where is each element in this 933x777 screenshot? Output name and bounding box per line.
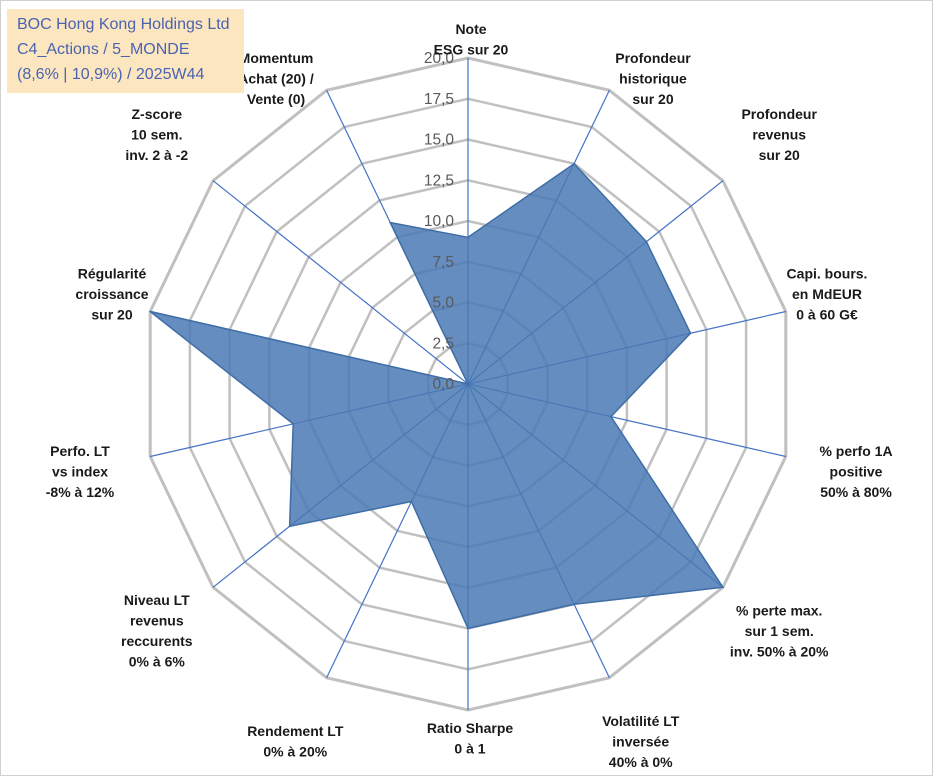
axis-label-line: positive (830, 463, 883, 479)
data-point (573, 162, 575, 165)
axis-label-line: sur 1 sem. (745, 623, 814, 639)
data-point (288, 525, 291, 528)
axis-spoke (212, 180, 469, 385)
data-point (389, 221, 392, 224)
tick-label: 15,0 (424, 132, 455, 149)
data-point (467, 383, 469, 385)
axis-label: Rendement LT 0% à 20% (247, 723, 344, 760)
axis-label-line: 0% à 6% (129, 654, 186, 670)
axis-label-line: Profondeur (741, 106, 817, 122)
axis-label-line: historique (619, 71, 687, 87)
tick-label: 20,0 (424, 50, 455, 67)
tick-label: 0,0 (432, 376, 454, 393)
axis-label-line: Note (455, 21, 486, 37)
axis-label-line: 10 sem. (131, 127, 182, 143)
data-point (410, 500, 413, 503)
data-point (467, 236, 469, 239)
axis-label: Régularité croissance sur 20 (75, 266, 148, 323)
axis-label-line: sur 20 (91, 307, 132, 323)
axis-label-line: inv. 50% à 20% (730, 643, 829, 659)
axis-label-line: Ratio Sharpe (427, 720, 514, 736)
axis-label-line: 40% à 0% (609, 754, 673, 770)
axis-label-line: Vente (0) (247, 91, 305, 107)
series-area (149, 162, 725, 630)
chart-title-box: BOC Hong Kong Holdings Ltd C4_Actions / … (7, 9, 244, 93)
axis-label-line: 50% à 80% (820, 484, 892, 500)
axis-label-line: Rendement LT (247, 723, 344, 739)
title-line-3: (8,6% | 10,9%) / 2025W44 (17, 66, 205, 83)
axis-label: Z-score 10 sem. inv. 2 à -2 (125, 106, 188, 163)
axis-label-line: Niveau LT (124, 592, 190, 608)
axis-label: Note ESG sur 20 (434, 21, 509, 58)
data-point (292, 423, 295, 425)
axis-label-line: Z-score (132, 106, 183, 122)
axis-label-layer: Note ESG sur 20 Profondeur historique sur 20… (46, 21, 893, 770)
tick-label: 10,0 (424, 213, 455, 230)
axis-label-line: Régularité (78, 266, 147, 282)
axis-label-line: 0 à 60 G€ (796, 307, 858, 323)
axis-label: Momentum Achat (20) / Vente (0) (238, 50, 314, 107)
axis-label-line: 0 à 1 (454, 741, 485, 757)
data-point (722, 586, 724, 589)
data-point (689, 332, 692, 335)
axis-label: Profondeur revenus sur 20 (741, 106, 817, 163)
axis-label-line: -8% à 12% (46, 484, 115, 500)
axis-label-line: Profondeur (615, 50, 691, 66)
axis-label: Perfo. LT vs index -8% à 12% (46, 443, 115, 500)
tick-label: 17,5 (424, 91, 454, 108)
axis-label-line: Volatilité LT (602, 713, 680, 729)
data-point (645, 240, 648, 243)
tick-layer: 0,0 2,5 5,0 7,5 10,0 12,5 15,0 17,5 20,0 (424, 50, 455, 393)
axis-label-line: inversée (612, 733, 669, 749)
axis-label: % perfo 1A positive 50% à 80% (819, 443, 892, 500)
data-point (149, 310, 151, 313)
axis-label-line: croissance (75, 286, 148, 302)
axis-label: Niveau LT revenus reccurents 0% à 6% (121, 592, 193, 670)
axis-label-line: Perfo. LT (50, 443, 110, 459)
axis-label-line: Capi. bours. (787, 266, 868, 282)
data-point (573, 603, 575, 606)
series-layer (149, 162, 725, 630)
data-point (467, 627, 469, 630)
axis-label-line: revenus (752, 127, 806, 143)
axis-label-line: % perfo 1A (819, 443, 892, 459)
tick-label: 7,5 (432, 254, 454, 271)
data-point (610, 415, 612, 418)
axis-label-line: ESG sur 20 (434, 42, 509, 58)
axis-label-line: en MdEUR (792, 286, 862, 302)
axis-label-line: Momentum (239, 50, 314, 66)
tick-label: 12,5 (424, 172, 454, 189)
axis-label-line: reccurents (121, 633, 193, 649)
axis-label-line: vs index (52, 463, 108, 479)
axis-label-line: revenus (130, 613, 184, 629)
axis-label-line: sur 20 (759, 147, 800, 163)
axis-label-line: % perte max. (736, 602, 822, 618)
axis-label-line: 0% à 20% (263, 744, 327, 760)
tick-label: 5,0 (432, 295, 454, 312)
tick-label: 2,5 (432, 335, 454, 352)
title-line-2: C4_Actions / 5_MONDE (17, 41, 190, 58)
title-line-1: BOC Hong Kong Holdings Ltd (17, 16, 230, 33)
axis-label: Profondeur historique sur 20 (615, 50, 691, 107)
axis-label-line: inv. 2 à -2 (125, 147, 188, 163)
axis-label: Volatilité LT inversée 40% à 0% (602, 713, 680, 770)
axis-label-line: sur 20 (632, 91, 673, 107)
axis-label: % perte max. sur 1 sem. inv. 50% à 20% (730, 602, 829, 659)
axis-label-line: Achat (20) / (238, 71, 314, 87)
axis-label: Ratio Sharpe 0 à 1 (427, 720, 514, 757)
axis-label: Capi. bours. en MdEUR 0 à 60 G€ (787, 266, 868, 323)
